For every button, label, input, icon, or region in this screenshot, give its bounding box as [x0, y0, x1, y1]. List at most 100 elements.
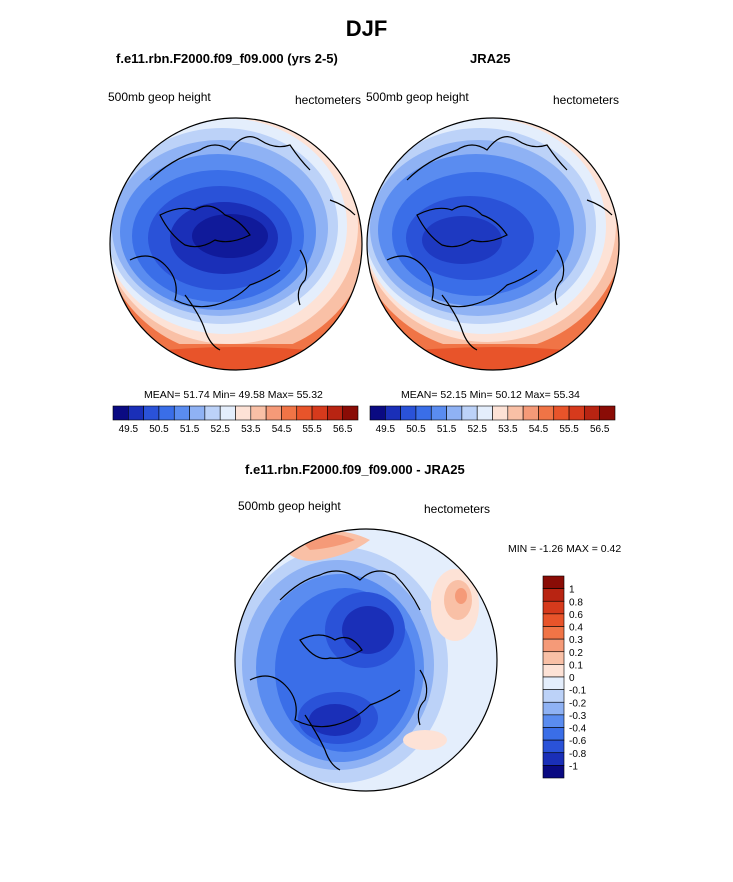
colorbar-swatch: [189, 405, 206, 421]
figure-title: DJF: [345, 16, 388, 41]
colorbar-swatch: [542, 701, 565, 716]
colorbar-swatch: [542, 613, 565, 627]
colorbar-tick-label: 56.5: [333, 424, 353, 435]
colorbar-swatch: [143, 405, 160, 421]
colorbar-tick-label: -0.2: [569, 698, 587, 709]
left-panel-title: f.e11.rbn.F2000.f09_f09.000 (yrs 2-5): [116, 51, 338, 66]
left-map: [110, 118, 362, 370]
colorbar-swatch: [476, 405, 493, 421]
right-field-label: 500mb geop height: [366, 90, 469, 104]
colorbar-tick-label: -0.4: [569, 724, 587, 735]
colorbar-swatch: [584, 405, 600, 421]
colorbar-tick-label: 0.8: [569, 597, 583, 608]
colorbar-tick-label: 55.5: [559, 424, 579, 435]
diff-stats: MIN = -1.26 MAX = 0.42: [508, 543, 622, 555]
colorbar-tick-label: -0.1: [569, 686, 587, 697]
colorbar-swatch: [250, 405, 267, 421]
colorbar-tick-label: 50.5: [406, 424, 426, 435]
colorbar-swatch: [538, 405, 555, 421]
colorbar-swatch: [369, 405, 386, 421]
colorbar-tick-label: 49.5: [119, 424, 139, 435]
colorbar-tick-label: 0: [569, 673, 575, 684]
colorbar-swatch: [415, 405, 432, 421]
colorbar-swatch: [327, 405, 343, 421]
colorbar-swatch: [542, 664, 565, 678]
colorbar-swatch: [173, 405, 190, 421]
colorbar-tick-label: 0.6: [569, 610, 583, 621]
diff-coastlines: [249, 570, 428, 771]
colorbar-swatch: [446, 405, 463, 421]
colorbar-tick-label: 52.5: [210, 424, 230, 435]
colorbar-tick-label: 1: [569, 585, 575, 596]
colorbar-swatch: [128, 405, 144, 421]
right-units-label: hectometers: [553, 93, 620, 107]
colorbar-tick-label: 51.5: [180, 424, 200, 435]
colorbar-swatch: [281, 405, 298, 421]
left-field-label: 500mb geop height: [108, 90, 211, 104]
colorbar-swatch: [542, 600, 565, 615]
colorbar-tick-label: -0.6: [569, 736, 587, 747]
colorbar-swatch: [400, 405, 417, 421]
colorbar-tick-label: 55.5: [302, 424, 322, 435]
colorbar-tick-label: 53.5: [241, 424, 261, 435]
colorbar-tick-label: 49.5: [376, 424, 396, 435]
right-coastlines: [386, 136, 613, 351]
colorbar-swatch: [522, 405, 539, 421]
colorbar-swatch: [542, 575, 565, 589]
colorbar-swatch: [311, 405, 328, 421]
right-colorbar: 49.5 50.5 51.5 52.5 53.5 54.5 55.5 56.5: [369, 405, 616, 435]
colorbar-tick-label: 0.1: [569, 660, 583, 671]
colorbar-tick-label: 0.4: [569, 623, 583, 634]
right-panel-title: JRA25: [470, 51, 511, 66]
colorbar-swatch: [430, 405, 447, 421]
colorbar-swatch: [542, 752, 565, 766]
left-colorbar: 49.5 50.5 51.5 52.5 53.5 54.5 55.5 56.5: [112, 405, 359, 435]
colorbar-tick-label: -0.3: [569, 711, 587, 722]
colorbar-swatch: [342, 405, 359, 421]
colorbar-swatch: [599, 405, 616, 421]
colorbar-swatch: [296, 405, 313, 421]
colorbar-swatch: [265, 405, 282, 421]
colorbar-swatch: [235, 405, 252, 421]
colorbar-tick-label: 52.5: [467, 424, 487, 435]
colorbar-swatch: [461, 405, 478, 421]
colorbar-tick-label: 54.5: [272, 424, 292, 435]
colorbar-swatch: [553, 405, 570, 421]
colorbar-swatch: [542, 765, 565, 779]
colorbar-tick-label: 50.5: [149, 424, 169, 435]
diff-panel-title: f.e11.rbn.F2000.f09_f09.000 - JRA25: [245, 462, 465, 477]
colorbar-swatch: [542, 651, 565, 665]
colorbar-tick-label: 0.2: [569, 648, 583, 659]
colorbar-swatch: [568, 405, 585, 421]
colorbar-swatch: [542, 676, 565, 690]
left-units-label: hectometers: [295, 93, 362, 107]
colorbar-tick-label: 56.5: [590, 424, 610, 435]
colorbar-tick-label: -0.8: [569, 749, 587, 760]
left-stats: MEAN= 51.74 Min= 49.58 Max= 55.32: [144, 389, 323, 401]
right-stats: MEAN= 52.15 Min= 50.12 Max= 55.34: [401, 389, 580, 401]
colorbar-swatch: [542, 689, 565, 703]
colorbar-tick-label: 51.5: [437, 424, 457, 435]
colorbar-tick-label: 0.3: [569, 635, 583, 646]
colorbar-swatch: [542, 626, 565, 640]
colorbar-swatch: [112, 405, 129, 421]
colorbar-swatch: [542, 588, 565, 602]
colorbar-tick-label: 53.5: [498, 424, 518, 435]
colorbar-swatch: [158, 405, 175, 421]
diff-units-label: hectometers: [424, 502, 491, 516]
colorbar-swatch: [542, 727, 565, 741]
colorbar-swatch: [219, 405, 236, 421]
colorbar-swatch: [542, 739, 565, 754]
colorbar-swatch: [542, 714, 565, 728]
diff-colorbar: 10.8 0.6 0.40.3 0.20.1 0 -0.1-0.2 -0.3 -0.4-0.6…: [542, 575, 587, 779]
colorbar-swatch: [385, 405, 401, 421]
colorbar-swatch: [507, 405, 524, 421]
colorbar-swatch: [542, 638, 565, 653]
right-map: [367, 118, 619, 370]
colorbar-swatch: [204, 405, 221, 421]
colorbar-tick-label: 54.5: [529, 424, 549, 435]
colorbar-swatch: [492, 405, 509, 421]
colorbar-tick-label: -1: [569, 761, 578, 772]
left-coastlines: [129, 136, 356, 351]
